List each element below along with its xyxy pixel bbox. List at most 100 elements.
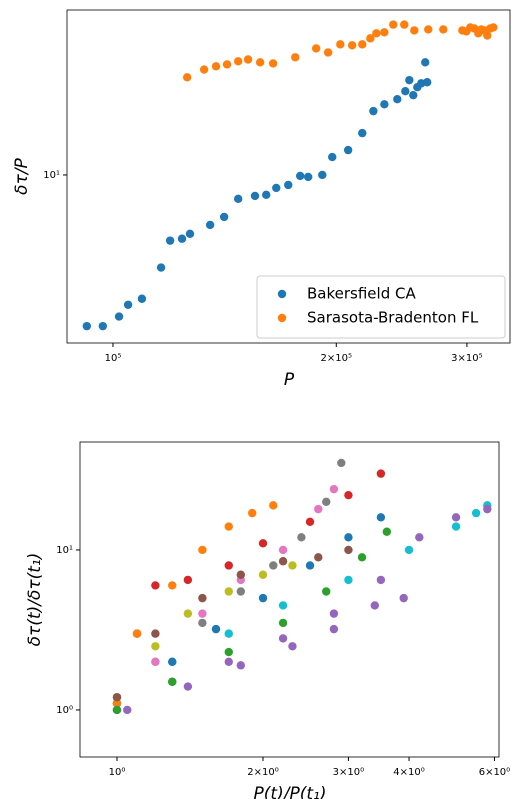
point	[98, 321, 108, 331]
point	[132, 629, 142, 638]
point	[112, 699, 122, 708]
x-axis-label: P	[284, 370, 295, 390]
point	[258, 539, 268, 548]
point	[399, 593, 408, 603]
point	[236, 570, 246, 579]
y-axis-label: δτ/P	[12, 157, 32, 194]
point	[305, 561, 315, 570]
point	[380, 28, 389, 37]
point	[382, 527, 392, 536]
point	[224, 561, 233, 570]
point	[344, 575, 353, 585]
point	[272, 183, 281, 193]
point	[393, 95, 402, 104]
point	[255, 58, 265, 67]
y-axis-label: δτ(t)/δτ(t₁)	[25, 553, 45, 647]
point	[489, 23, 498, 32]
point	[224, 647, 233, 657]
point	[337, 458, 346, 468]
plot: 10⁵ 2×10⁵ 3×10⁵ 10¹ Pδτ/P Bakersfield CA Saras…	[12, 9, 511, 390]
point	[236, 587, 246, 596]
point	[451, 522, 461, 531]
point	[328, 152, 337, 162]
point	[329, 484, 339, 494]
point	[400, 20, 409, 29]
point	[376, 575, 386, 585]
point	[421, 58, 430, 67]
point	[177, 234, 187, 243]
point	[168, 677, 177, 686]
point	[112, 693, 122, 702]
x-axis-label: P(t)/P(t₁)	[254, 784, 327, 799]
legend-label: Bakersfield CA	[307, 285, 416, 303]
point	[137, 294, 147, 303]
axes-frame	[66, 9, 511, 344]
point	[258, 570, 268, 579]
point	[278, 601, 288, 610]
point	[269, 501, 278, 510]
point	[224, 587, 233, 596]
point	[284, 180, 293, 190]
point	[369, 106, 378, 116]
point	[114, 312, 124, 321]
point	[222, 60, 232, 69]
point	[112, 705, 122, 715]
point	[278, 557, 288, 566]
point	[250, 191, 260, 201]
point	[82, 321, 92, 331]
point	[224, 629, 233, 638]
legend-label: Sarasota-Bradenton FL	[307, 309, 479, 327]
point	[344, 533, 353, 542]
point	[439, 25, 448, 34]
point	[211, 624, 221, 634]
point	[318, 170, 327, 180]
point	[409, 90, 418, 100]
point	[329, 624, 339, 634]
point	[165, 236, 175, 245]
point	[404, 545, 414, 555]
point	[198, 545, 207, 555]
point	[295, 171, 305, 181]
point	[471, 508, 481, 518]
x-tick-label: 2×10⁰	[247, 767, 278, 778]
point	[303, 172, 313, 182]
x-tick-label: 10⁰	[109, 767, 126, 778]
point	[291, 53, 300, 62]
point	[151, 629, 160, 638]
point	[151, 657, 160, 666]
point	[151, 642, 160, 651]
point	[268, 59, 278, 68]
x-tick-label: 3×10⁰	[333, 767, 364, 778]
x-tick-label: 3×10⁵	[451, 353, 482, 364]
point	[483, 31, 492, 40]
y-tick-label: 10⁰	[56, 705, 73, 716]
point	[376, 513, 386, 522]
point	[233, 57, 243, 66]
point	[422, 78, 432, 87]
point	[198, 609, 207, 618]
point	[278, 545, 288, 555]
legend-marker	[277, 313, 287, 323]
point	[314, 553, 323, 562]
point	[380, 100, 389, 109]
x-tick-label: 4×10⁰	[393, 767, 424, 778]
point	[314, 504, 323, 514]
x-tick-label: 10⁵	[105, 353, 122, 364]
point	[405, 75, 414, 85]
point	[123, 300, 133, 309]
point	[415, 533, 424, 542]
point	[370, 601, 379, 610]
point	[288, 561, 297, 570]
point	[410, 26, 419, 35]
point	[262, 190, 271, 200]
point	[269, 561, 278, 570]
point	[401, 87, 410, 96]
point	[224, 522, 233, 531]
legend-frame	[256, 275, 506, 339]
point	[123, 705, 132, 715]
point	[322, 587, 331, 596]
point	[182, 73, 192, 82]
point	[168, 657, 177, 666]
point	[168, 581, 177, 590]
